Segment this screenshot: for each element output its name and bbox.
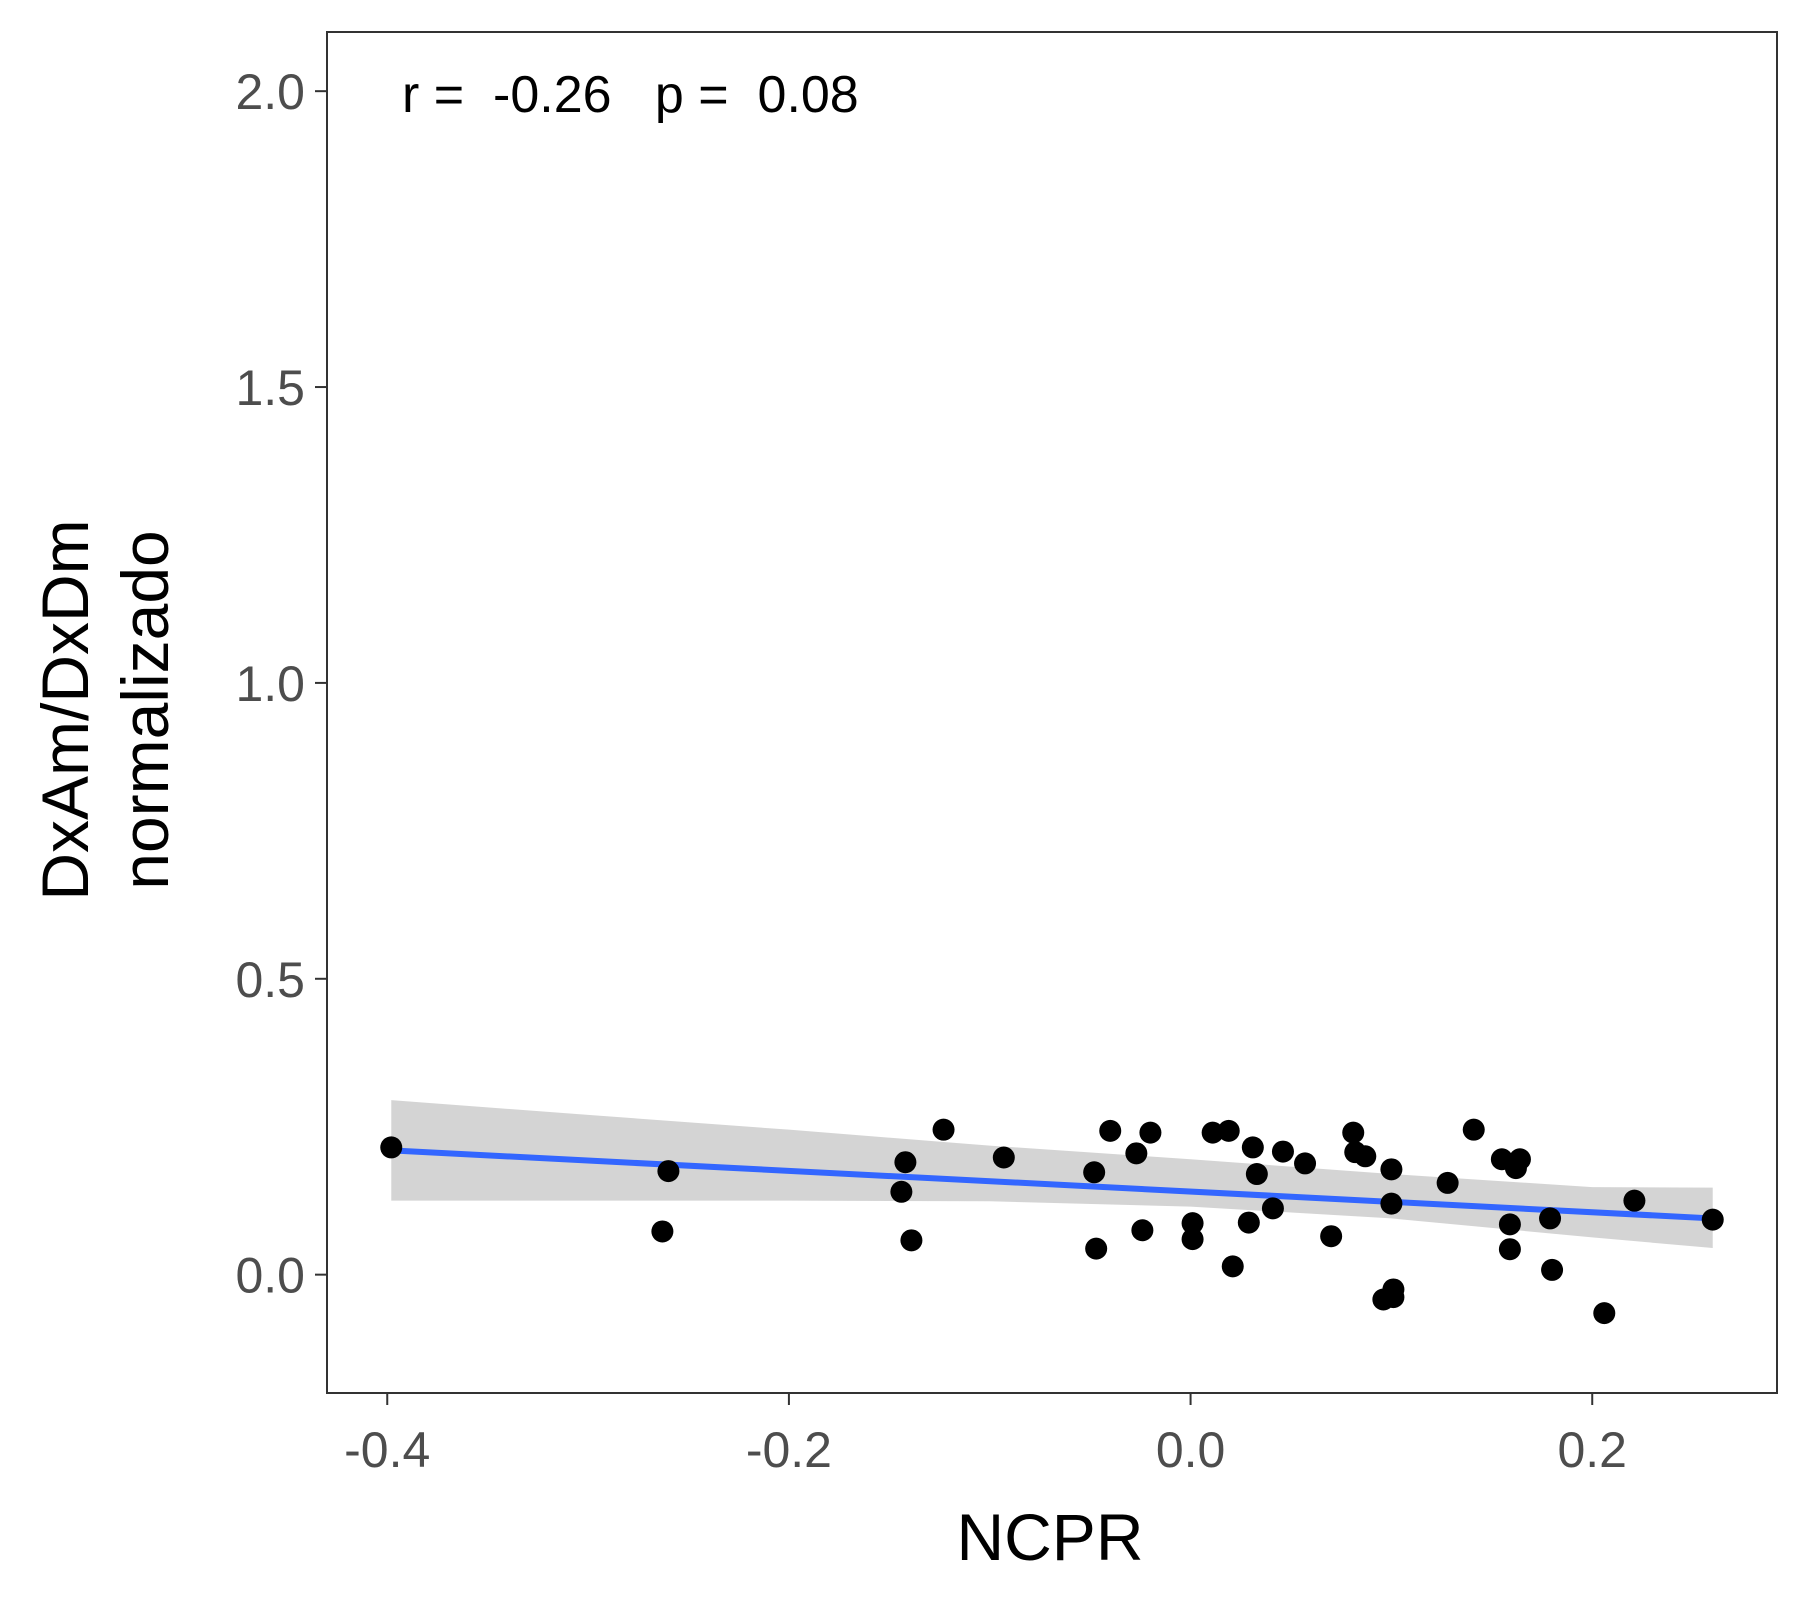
data-point-7 xyxy=(992,1146,1015,1169)
y-axis-title-line-1: DxAm/DxDm xyxy=(28,519,102,900)
y-tick-label-1: 0.5 xyxy=(235,952,305,1008)
data-point-44 xyxy=(1623,1189,1646,1212)
data-point-33 xyxy=(1382,1286,1405,1309)
confidence-band-layer xyxy=(391,1100,1713,1249)
y-tick-label-4: 2.0 xyxy=(235,64,305,120)
data-point-35 xyxy=(1462,1118,1485,1141)
data-point-1 xyxy=(657,1160,680,1183)
data-point-19 xyxy=(1237,1211,1260,1234)
data-point-43 xyxy=(1593,1302,1616,1325)
data-point-31 xyxy=(1380,1192,1403,1215)
points-layer xyxy=(380,1118,1724,1325)
data-point-16 xyxy=(1201,1121,1224,1144)
data-point-38 xyxy=(1498,1238,1521,1261)
x-axis-title: NCPR xyxy=(956,1500,1143,1574)
data-point-40 xyxy=(1508,1148,1531,1171)
data-point-6 xyxy=(932,1118,955,1141)
data-point-23 xyxy=(1271,1140,1294,1163)
regression-line xyxy=(391,1147,1713,1222)
y-tick-label-0: 0.0 xyxy=(235,1248,305,1304)
x-tick-label-3: 0.2 xyxy=(1557,1422,1627,1478)
data-point-9 xyxy=(1085,1237,1108,1260)
y-axis-title-line-2: normalizado xyxy=(108,530,182,890)
data-point-21 xyxy=(1245,1163,1268,1186)
data-point-13 xyxy=(1139,1121,1162,1144)
data-point-26 xyxy=(1342,1121,1365,1144)
y-axis-title: DxAm/DxDm normalizado xyxy=(28,519,182,900)
data-point-17 xyxy=(1217,1119,1240,1142)
data-point-8 xyxy=(1083,1161,1106,1184)
data-point-25 xyxy=(1320,1225,1343,1248)
data-point-34 xyxy=(1436,1171,1459,1194)
data-point-22 xyxy=(1261,1197,1284,1220)
data-point-5 xyxy=(900,1229,923,1252)
data-point-2 xyxy=(651,1220,674,1243)
data-point-4 xyxy=(890,1180,913,1203)
data-point-45 xyxy=(1701,1208,1724,1231)
data-point-24 xyxy=(1294,1152,1317,1175)
panel-border xyxy=(326,31,1778,1394)
data-point-42 xyxy=(1541,1258,1564,1281)
y-tick-label-3: 1.5 xyxy=(235,360,305,416)
correlation-annotation: r = -0.26 p = 0.08 xyxy=(402,66,859,124)
data-point-15 xyxy=(1181,1228,1204,1251)
x-axis: -0.4 -0.2 0.0 0.2 xyxy=(344,1393,1627,1478)
x-tick-label-2: 0.0 xyxy=(1156,1422,1226,1478)
x-tick-label-1: -0.2 xyxy=(746,1422,832,1478)
data-point-28 xyxy=(1354,1145,1377,1168)
data-point-18 xyxy=(1221,1255,1244,1278)
data-point-12 xyxy=(1131,1219,1154,1242)
x-tick-label-0: -0.4 xyxy=(344,1422,430,1478)
data-point-10 xyxy=(1099,1119,1122,1142)
data-point-37 xyxy=(1498,1213,1521,1236)
confidence-band xyxy=(391,1100,1713,1249)
data-point-0 xyxy=(380,1136,403,1159)
data-point-11 xyxy=(1125,1142,1148,1165)
data-point-20 xyxy=(1241,1136,1264,1159)
y-axis: 0.0 0.5 1.0 1.5 2.0 xyxy=(235,64,327,1304)
data-point-3 xyxy=(894,1151,917,1174)
y-tick-label-2: 1.0 xyxy=(235,656,305,712)
fit-line-layer xyxy=(391,1147,1713,1222)
data-point-30 xyxy=(1380,1158,1403,1181)
data-point-14 xyxy=(1181,1212,1204,1235)
data-point-41 xyxy=(1539,1207,1562,1230)
